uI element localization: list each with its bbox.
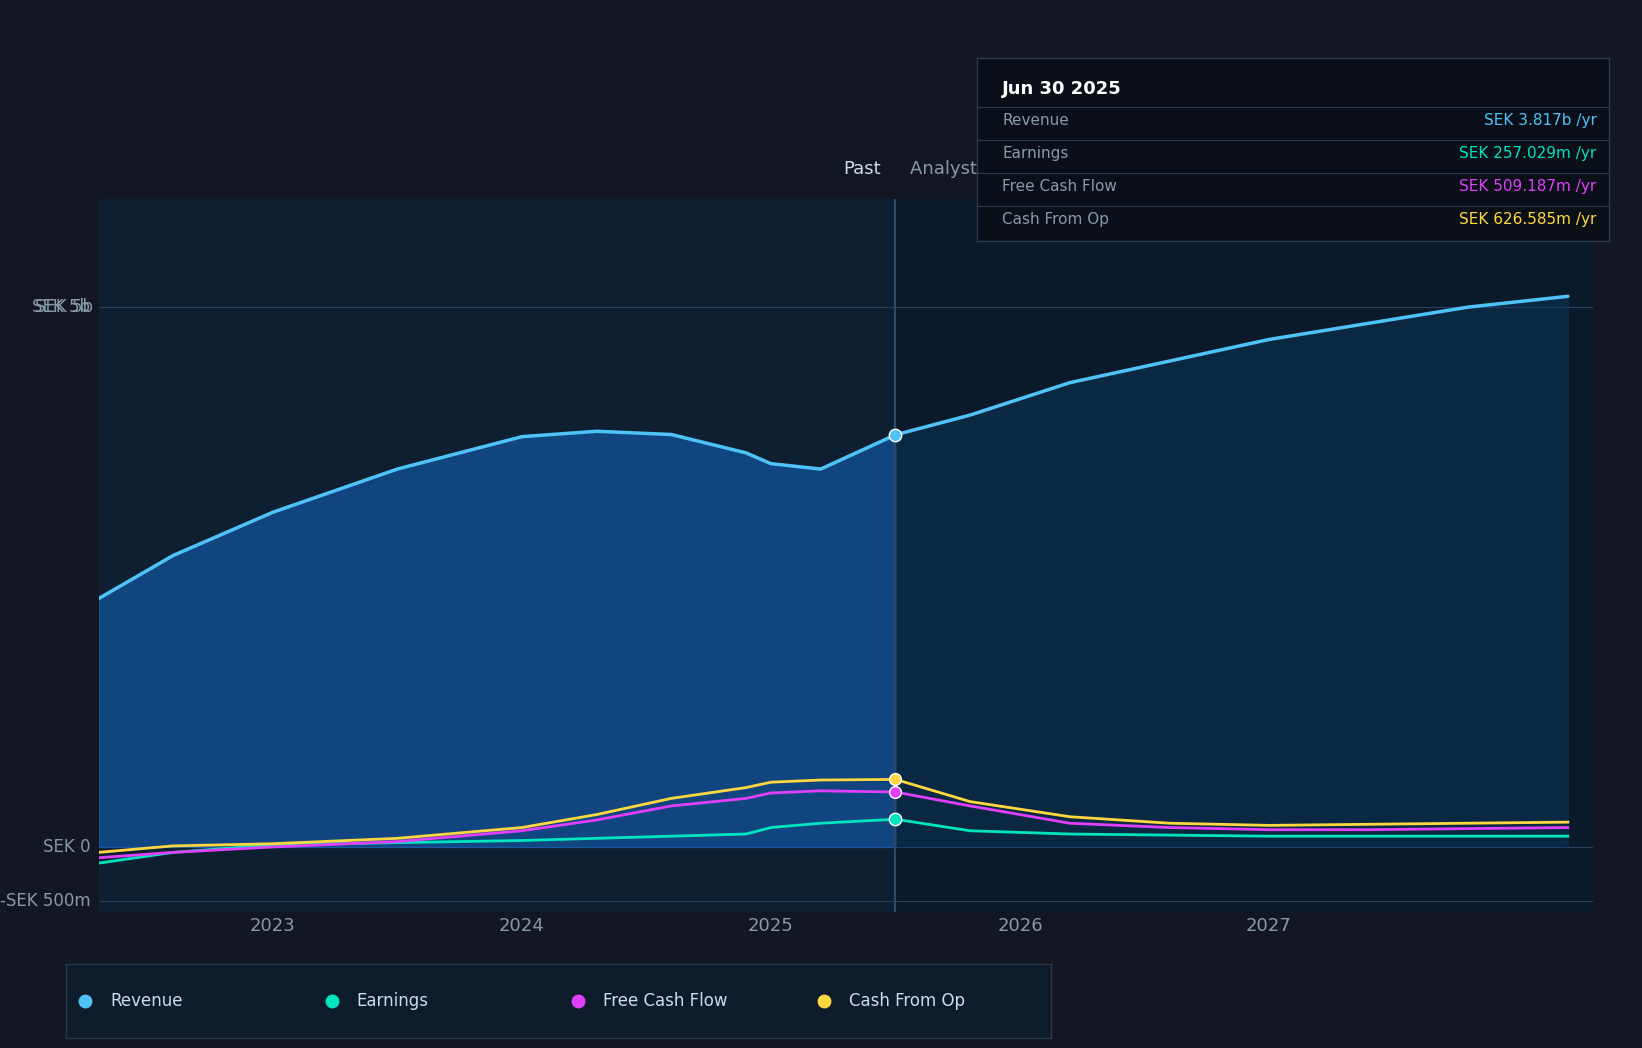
Point [882,427,908,443]
Text: Jun 30 2025: Jun 30 2025 [1002,80,1121,97]
Text: SEK 3.817b /yr: SEK 3.817b /yr [1484,113,1596,128]
Text: SEK 5b: SEK 5b [33,298,90,316]
Bar [895,199,1593,912]
Text: Free Cash Flow: Free Cash Flow [1002,179,1117,194]
Text: Free Cash Flow: Free Cash Flow [603,991,727,1010]
Text: SEK 257.029m /yr: SEK 257.029m /yr [1460,146,1596,161]
Text: Cash From Op: Cash From Op [1002,212,1110,227]
Text: Revenue: Revenue [110,991,182,1010]
Text: Earnings: Earnings [1002,146,1069,161]
Point [882,811,908,828]
Point [882,771,908,788]
Text: SEK 5b: SEK 5b [34,298,92,316]
Bar [99,199,895,912]
Text: SEK 509.187m /yr: SEK 509.187m /yr [1460,179,1596,194]
Text: Revenue: Revenue [1002,113,1069,128]
Text: Earnings: Earnings [356,991,429,1010]
Text: Analysts Forecasts: Analysts Forecasts [910,159,1079,178]
Point [882,784,908,801]
Text: Past: Past [842,159,880,178]
Text: SEK 626.585m /yr: SEK 626.585m /yr [1460,212,1596,227]
Text: SEK 0: SEK 0 [43,838,90,856]
Text: -SEK 500m: -SEK 500m [0,892,90,910]
Text: Cash From Op: Cash From Op [849,991,965,1010]
